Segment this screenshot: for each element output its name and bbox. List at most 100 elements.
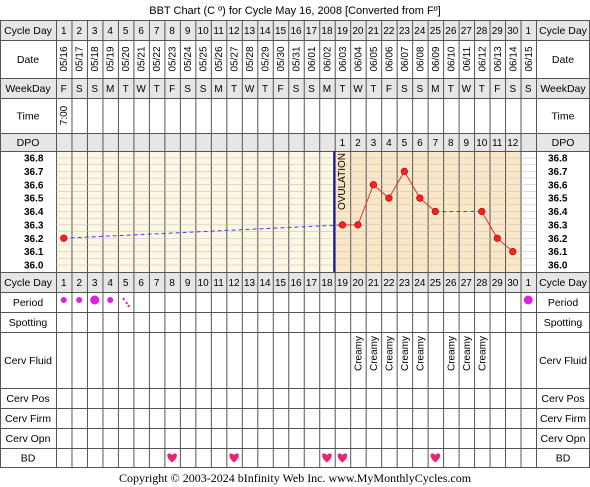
cerv-fluid-cell: Creamy	[446, 336, 457, 371]
cerv-fluid-cell: Creamy	[353, 336, 364, 371]
cycle-day-cell-bottom: 20	[352, 278, 364, 289]
cycle-day-cell-bottom: 18	[321, 278, 333, 289]
date-cell: 05/17	[75, 46, 86, 71]
dpo-cell: 10	[476, 138, 488, 149]
cycle-day-cell: 20	[352, 26, 364, 37]
cycle-day-cell-bottom: 19	[337, 278, 349, 289]
temp-line-segment	[357, 184, 374, 226]
temp-tick-right: 36.4	[548, 207, 568, 218]
weekday-cell: S	[509, 84, 516, 95]
date-cell: 05/19	[106, 46, 117, 71]
period-dot	[122, 297, 125, 301]
date-cell: 06/02	[322, 46, 333, 71]
period-dot	[107, 297, 114, 303]
dpo-cell: 11	[492, 138, 503, 149]
row-label-spotting-left: Spotting	[9, 317, 48, 329]
weekday-cell: W	[353, 84, 363, 95]
weekday-cell: T	[339, 84, 345, 95]
date-cell: 06/10	[446, 46, 457, 71]
row-label-cycle-day-right: Cycle Day	[539, 25, 588, 37]
temp-point	[385, 194, 393, 202]
cycle-day-cell-bottom: 22	[383, 278, 395, 289]
temp-point	[493, 234, 501, 242]
cycle-day-cell-bottom: 30	[507, 278, 519, 289]
cycle-day-cell: 10	[198, 26, 210, 37]
period-dot	[523, 295, 533, 305]
cycle-day-cell: 3	[92, 26, 98, 37]
weekday-cell: T	[448, 84, 454, 95]
weekday-cell: T	[370, 84, 376, 95]
period-dot	[127, 304, 130, 308]
date-cell: 06/12	[477, 46, 488, 71]
weekday-cell: S	[293, 84, 300, 95]
weekday-cell: T	[123, 84, 129, 95]
row-backgrounds	[0, 20, 590, 292]
dpo-cell: 4	[386, 138, 392, 149]
weekday-cell: S	[91, 84, 98, 95]
date-cell: 06/03	[338, 46, 349, 71]
cerv-fluid-cell: Creamy	[462, 336, 473, 371]
date-cell: 05/27	[230, 46, 241, 71]
cycle-day-cell-bottom: 29	[492, 278, 504, 289]
dpo-cell: 1	[340, 138, 346, 149]
cycle-day-cell-bottom: 5	[123, 278, 129, 289]
temp-point	[354, 221, 362, 229]
ovulation-label: OVULATION	[337, 153, 348, 210]
row-label-cycle-day-left: Cycle Day	[4, 25, 53, 37]
cycle-day-cell: 1	[525, 26, 531, 37]
date-cell: 06/01	[307, 46, 318, 71]
date-cell: 05/24	[183, 46, 194, 71]
cycle-day-cell: 4	[107, 26, 113, 37]
cycle-day-cell: 17	[306, 26, 318, 37]
row-label-period-right: Period	[548, 297, 579, 309]
cycle-day-cell: 19	[337, 26, 349, 37]
cycle-day-cell-bottom: 10	[198, 278, 210, 289]
date-cell: 05/21	[137, 46, 148, 71]
cycle-day-cell: 22	[383, 26, 395, 37]
date-cell: 05/22	[152, 46, 163, 71]
temp-point	[400, 167, 408, 175]
cycle-day-cell: 15	[275, 26, 287, 37]
heart-icon	[229, 453, 239, 463]
weekday-cell: M	[214, 84, 222, 95]
row-label-dpo-left: DPO	[17, 137, 40, 149]
row-label-date-right: Date	[552, 54, 574, 66]
row-label-cycle-day-left-2: Cycle Day	[4, 277, 53, 289]
cycle-day-cell-bottom: 27	[461, 278, 473, 289]
weekday-cell: T	[479, 84, 485, 95]
cycle-day-cell: 27	[461, 26, 473, 37]
weekday-cell: M	[106, 84, 114, 95]
date-cell: 06/05	[369, 46, 380, 71]
dpo-cell: 3	[371, 138, 377, 149]
cycle-day-cell: 25	[430, 26, 442, 37]
temp-gap-line	[63, 224, 343, 239]
date-cell: 06/06	[384, 46, 395, 71]
date-cell: 05/18	[90, 46, 101, 71]
cycle-day-cell-bottom: 4	[107, 278, 113, 289]
cycle-day-cell: 21	[368, 26, 380, 37]
weekday-cell: S	[525, 84, 532, 95]
temp-point	[338, 221, 347, 229]
cycle-day-cell-bottom: 17	[306, 278, 318, 289]
temp-tick-right: 36.8	[548, 154, 568, 165]
cycle-day-cell-bottom: 24	[414, 278, 426, 289]
date-cell: 06/14	[508, 46, 519, 71]
row-label-bd-left: BD	[21, 453, 36, 465]
row-label-cycle-day-right-2: Cycle Day	[539, 277, 588, 289]
temp-tick-left: 36.4	[24, 207, 44, 218]
date-cell: 05/16	[59, 46, 70, 71]
cycle-day-cell-bottom: 7	[154, 278, 160, 289]
chart-title: BBT Chart (C º) for Cycle May 16, 2008 […	[149, 5, 440, 17]
temp-tick-left: 36.0	[24, 261, 44, 272]
date-cell: 05/30	[276, 46, 287, 71]
heart-icon	[337, 453, 348, 463]
date-cell: 06/13	[493, 46, 504, 71]
temp-tick-left: 36.7	[24, 167, 44, 178]
row-bg-dpo	[0, 133, 590, 151]
dpo-cell: 5	[402, 138, 408, 149]
cycle-day-cell-bottom: 15	[275, 278, 287, 289]
row-label-cerv-firm-left: Cerv Firm	[5, 413, 51, 425]
weekday-cell: S	[76, 84, 83, 95]
cycle-day-cell: 23	[399, 26, 411, 37]
cycle-day-cell: 6	[138, 26, 144, 37]
